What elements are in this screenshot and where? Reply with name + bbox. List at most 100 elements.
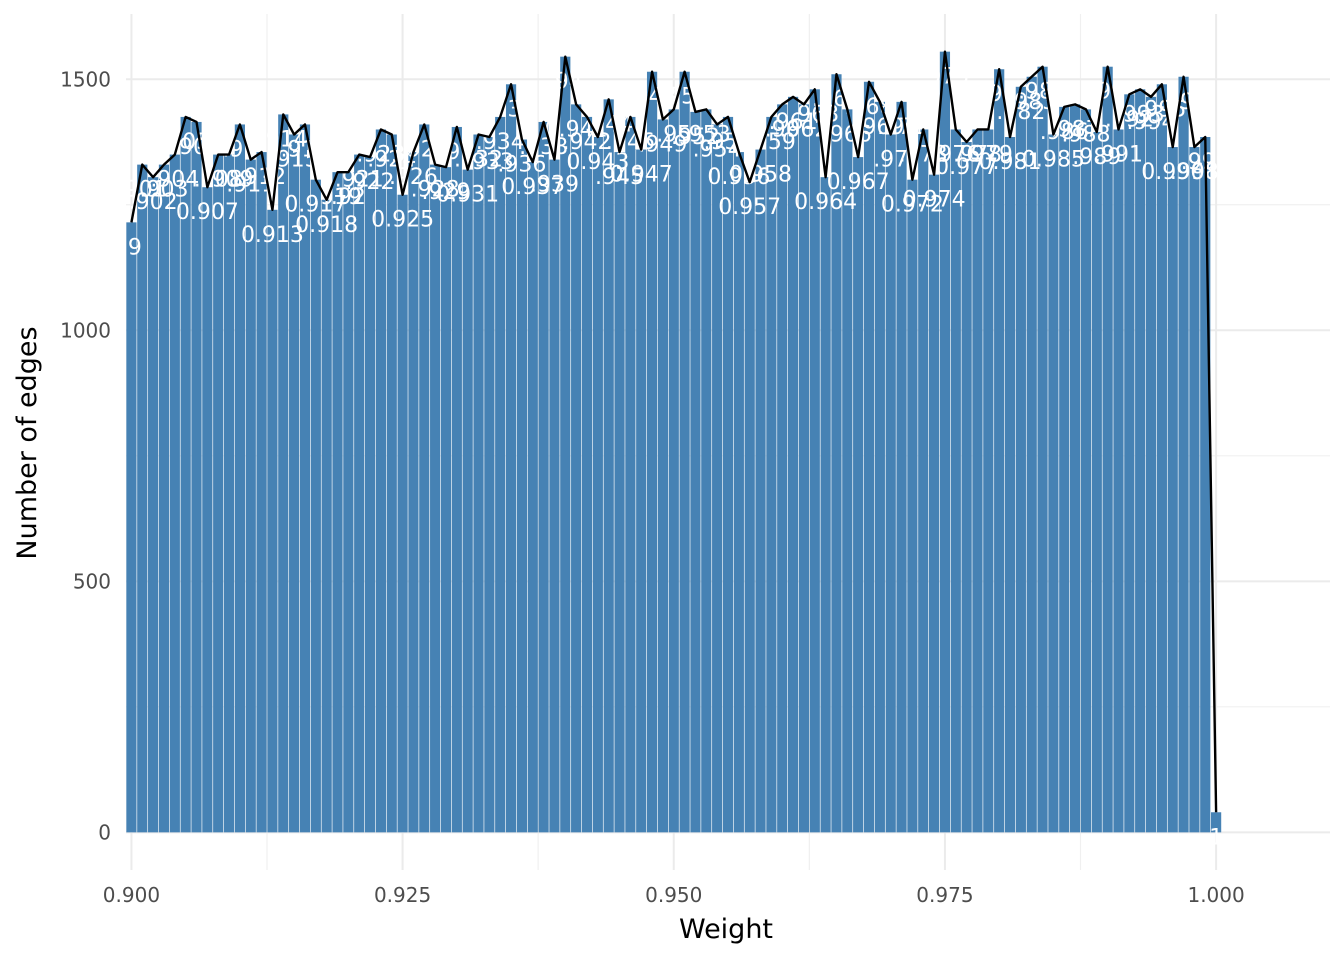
histogram-bar: [419, 124, 430, 833]
bar-value-label: .914: [259, 127, 308, 152]
histogram-bar: [625, 116, 636, 833]
histogram-bar: [1004, 137, 1016, 833]
histogram-bar: [137, 164, 148, 833]
histogram-bar: [1070, 104, 1081, 833]
histogram-bar: [1102, 66, 1113, 833]
y-tick-label: 1500: [60, 67, 111, 91]
x-tick-label: 1.000: [1187, 883, 1244, 907]
histogram-bar: [1113, 129, 1124, 833]
histogram-bar: [1167, 147, 1178, 833]
histogram-bar: [744, 182, 755, 833]
histogram-bar: [213, 154, 224, 833]
bar-value-label: .975: [920, 65, 969, 90]
bar-value-label: 0.967: [827, 170, 890, 195]
histogram-bar: [994, 69, 1005, 833]
histogram-bar: [842, 109, 853, 833]
bar-value-label: .965: [812, 87, 861, 112]
bar-value-label: 0.974: [903, 188, 966, 213]
histogram-bar: [375, 129, 386, 833]
bar-value-label: 0.941: [545, 117, 608, 142]
bar-value-label: .989: [1072, 145, 1121, 170]
bar-value-label: 0.956: [707, 165, 770, 190]
histogram-bar: [809, 89, 820, 833]
histogram-bar: [603, 99, 614, 833]
x-tick-label: 0.950: [645, 883, 702, 907]
bar-value-label: .95: [656, 122, 691, 147]
bar-value-label: 0.917: [284, 193, 347, 218]
histogram-bar: [581, 116, 593, 833]
bar-value-label: .986: [1040, 120, 1089, 145]
bar-value-label: .922: [346, 170, 395, 195]
histogram-bar: [722, 116, 734, 833]
histogram-bar: [831, 74, 842, 833]
histogram-bar: [148, 177, 159, 833]
histogram-bar: [1135, 89, 1146, 833]
histogram-bar: [289, 134, 300, 833]
bar-value-label: .955: [704, 130, 753, 155]
bar-value-label: .928: [411, 178, 460, 203]
histogram-bar: [191, 121, 202, 833]
y-tick-label: 0: [98, 820, 111, 844]
histogram-bar: [484, 137, 495, 833]
bar-value-label: .952: [671, 125, 720, 150]
histogram-bar: [755, 149, 766, 833]
histogram-bar: [1211, 812, 1222, 833]
bar-value-label: 0.996: [1141, 160, 1204, 185]
bar-value-label: .978: [953, 142, 1002, 167]
histogram-bar: [939, 51, 951, 833]
bar-value-label: .984: [1018, 80, 1067, 105]
axes: 0.900 0.925 0.950 0.975 1.000 0 500 1000 1500: [60, 67, 1245, 907]
bar-value-label: .953: [682, 122, 731, 147]
histogram-bar: [408, 152, 419, 833]
bar-value-label: 0.907: [176, 200, 239, 225]
histogram-bar: [169, 154, 180, 833]
bar-value-label: .9: [121, 235, 142, 260]
bar-value-label: .992: [1105, 107, 1154, 132]
y-tick-label: 500: [73, 569, 111, 593]
histogram-bar: [896, 101, 907, 833]
bar-value-label: 0.913: [241, 223, 304, 248]
bar-value-label: 0.958: [729, 163, 792, 188]
bar-value-label: .929: [421, 180, 470, 205]
bar-value-label: .99: [1090, 80, 1125, 105]
bar-value-label: .94: [548, 70, 583, 95]
histogram-bar: [646, 71, 658, 833]
histogram-bar: [961, 142, 972, 833]
histogram-bar: [1026, 76, 1037, 833]
bar-value-label: .916: [280, 137, 329, 162]
bar-value-label: .927: [400, 137, 449, 162]
bar-value-label: .936: [497, 153, 546, 178]
histogram-bar: [462, 169, 473, 833]
histogram-bar: [1156, 84, 1167, 833]
x-tick-label: 0.925: [374, 883, 431, 907]
histogram-bar: [766, 116, 777, 833]
histogram-bar: [1037, 66, 1048, 833]
histogram-bar: [245, 159, 256, 833]
histogram-bar: [1178, 76, 1189, 833]
histogram-bar: [538, 121, 549, 833]
histogram-bar: [364, 157, 376, 833]
bar-value-label: .951: [660, 85, 709, 110]
histogram-bar: [549, 159, 560, 833]
bar-value-label: .92: [331, 185, 366, 210]
histogram-bar: [451, 126, 462, 833]
bar-value-label: 1: [1209, 825, 1223, 850]
histogram-bar: [256, 152, 267, 833]
bar-value-label: .949: [638, 132, 687, 157]
histogram-bar: [918, 129, 929, 833]
histogram-bar: [798, 104, 810, 833]
bar-value-label: 0.925: [371, 208, 434, 233]
y-axis-title: Number of edges: [12, 326, 43, 559]
bar-value-label: .97: [873, 147, 908, 172]
bar-value-label: 0.943: [566, 150, 629, 175]
histogram-bar: [202, 187, 213, 833]
histogram-bar: [787, 96, 799, 833]
bar-value-label: .934: [476, 130, 525, 155]
histogram-bar: [1015, 86, 1026, 833]
histogram-bar: [592, 137, 603, 833]
histogram-bar: [907, 179, 918, 833]
histogram-bar: [158, 164, 170, 833]
histogram-bar: [1059, 106, 1070, 833]
